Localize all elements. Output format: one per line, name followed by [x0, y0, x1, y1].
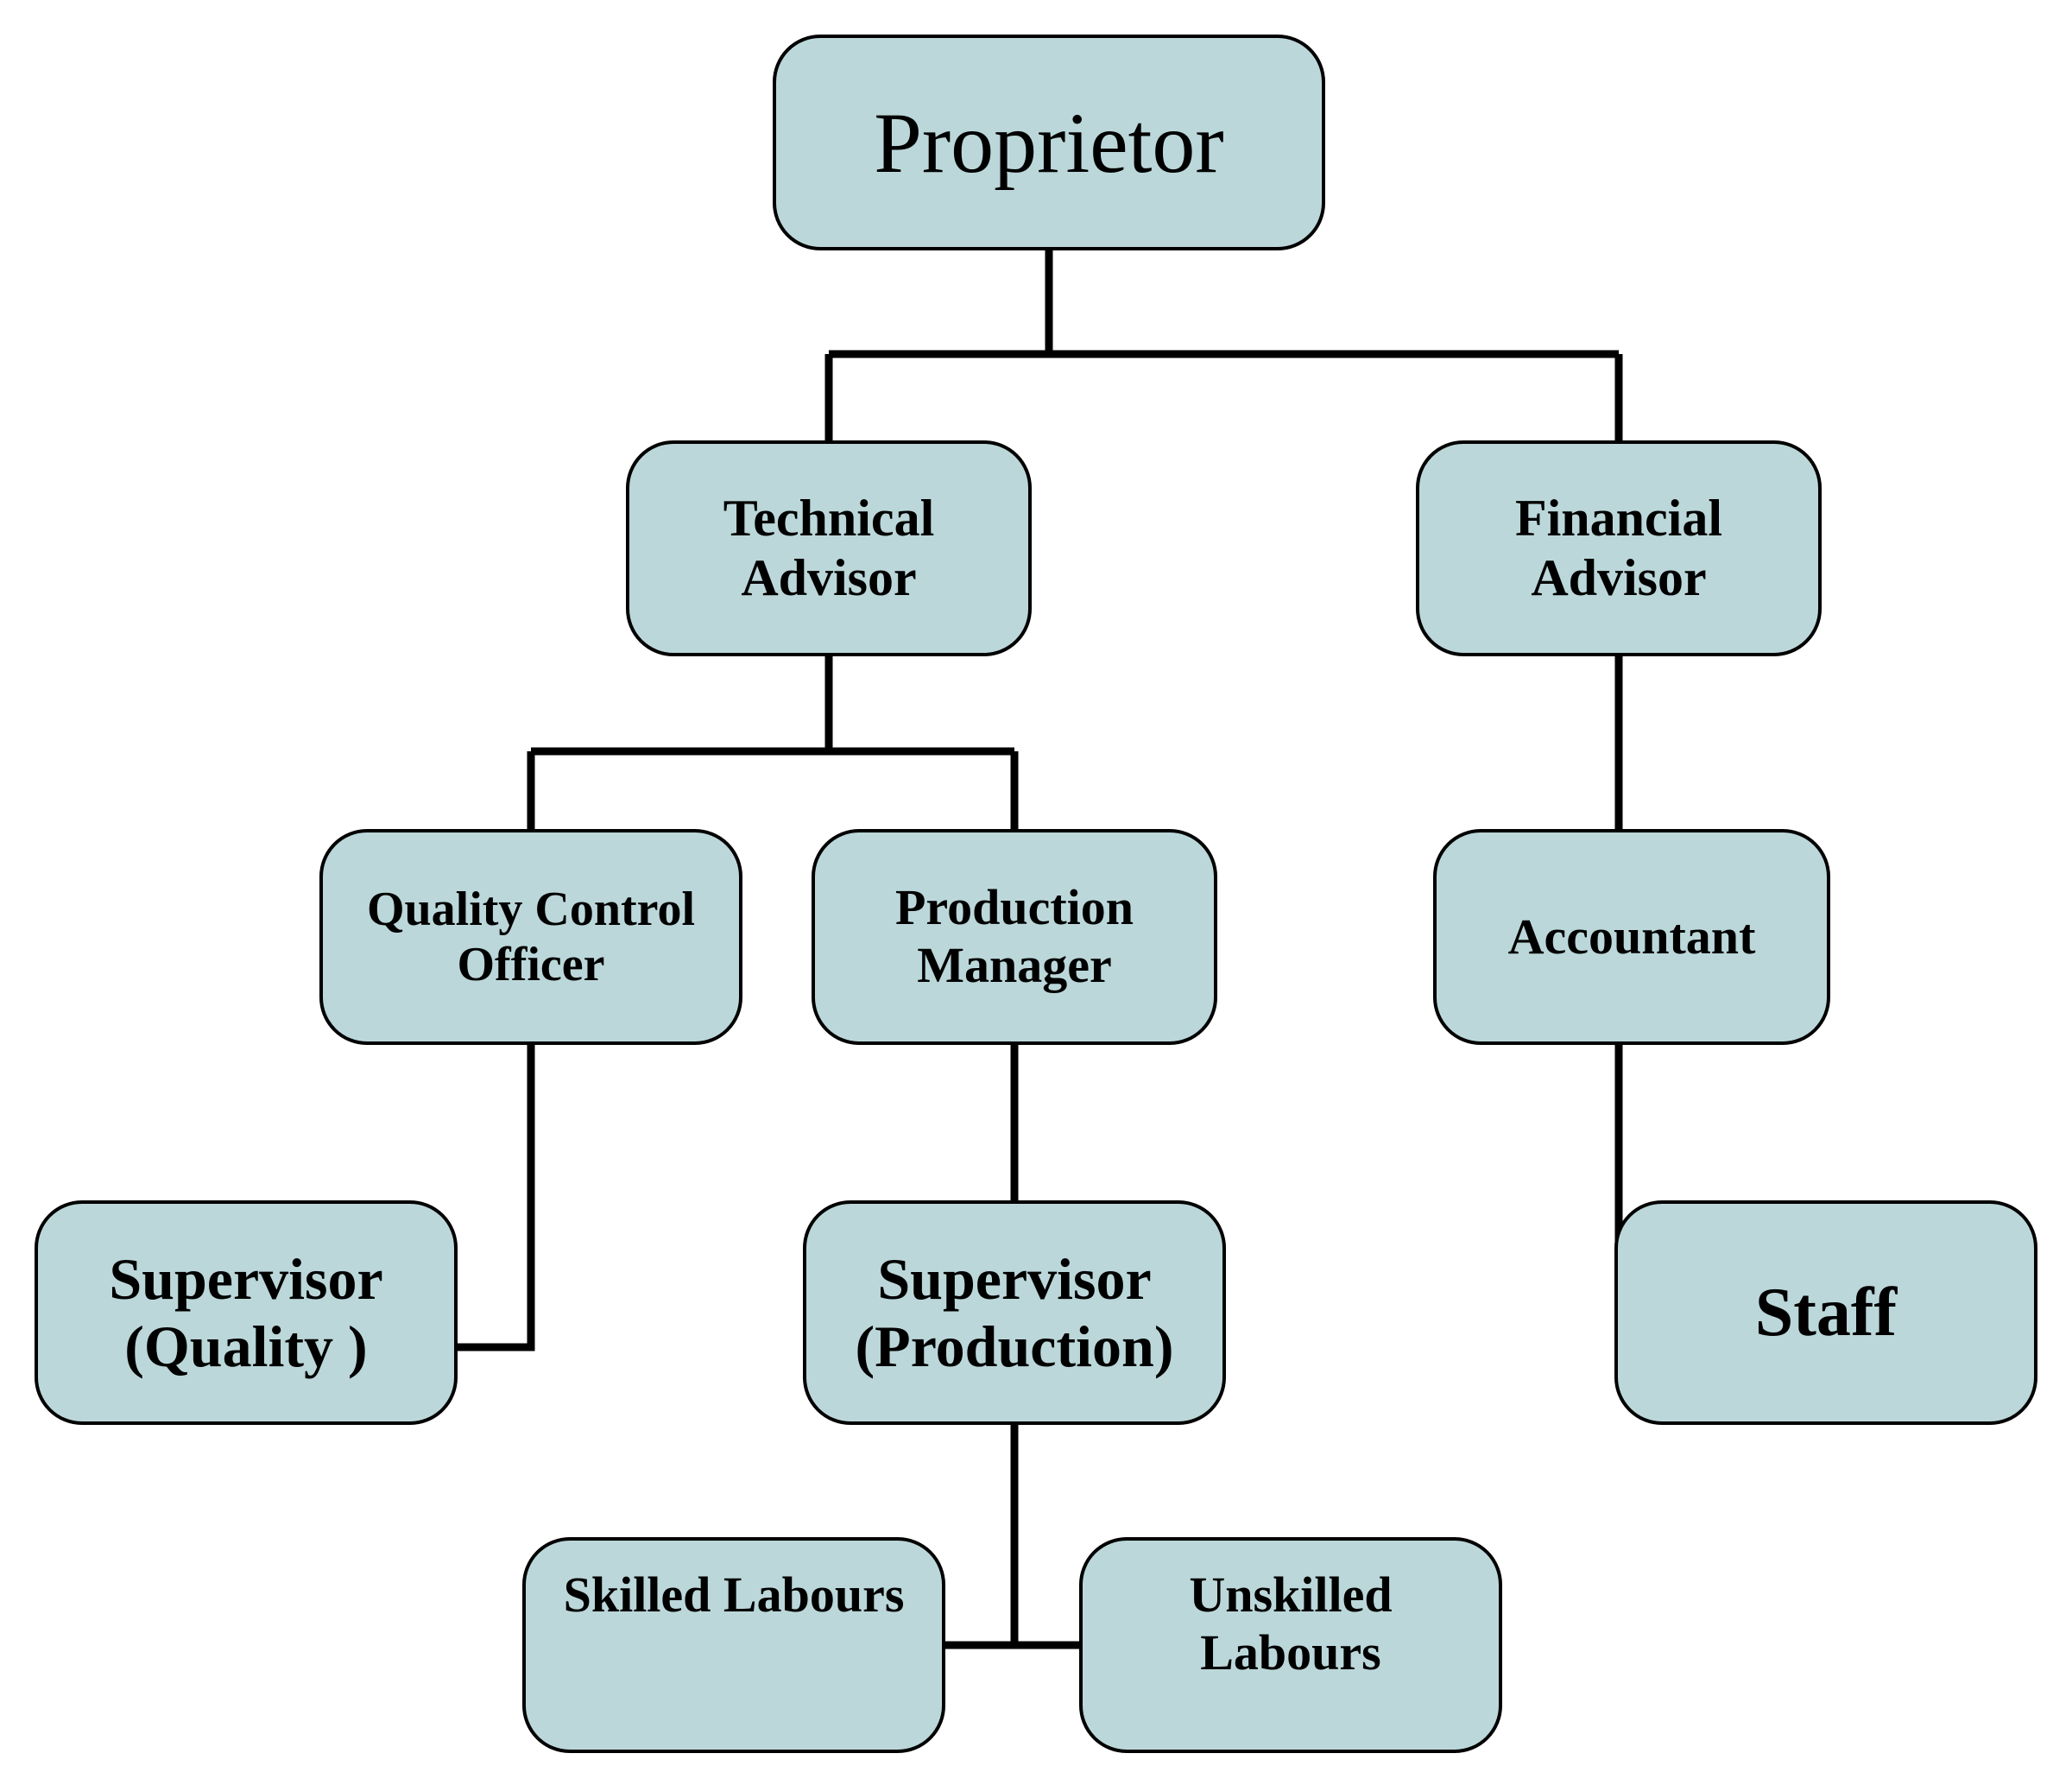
node-financial-advisor: Financial Advisor	[1416, 440, 1822, 656]
node-staff: Staff	[1614, 1200, 2037, 1425]
node-quality-control-officer: Quality Control Officer	[319, 829, 742, 1045]
node-supervisor-quality: Supervisor (Quality )	[35, 1200, 458, 1425]
node-production-manager: Production Manager	[812, 829, 1217, 1045]
node-supervisor-production: Supervisor (Production)	[803, 1200, 1226, 1425]
node-unskilled-labours: Unskilled Labours	[1079, 1537, 1502, 1753]
node-accountant: Accountant	[1433, 829, 1830, 1045]
node-skilled-labours: Skilled Labours	[522, 1537, 945, 1753]
node-technical-advisor: Technical Advisor	[626, 440, 1032, 656]
node-proprietor: Proprietor	[773, 35, 1325, 250]
edge-e10	[458, 1045, 531, 1347]
org-chart: Proprietor Technical Advisor Financial A…	[0, 0, 2072, 1766]
